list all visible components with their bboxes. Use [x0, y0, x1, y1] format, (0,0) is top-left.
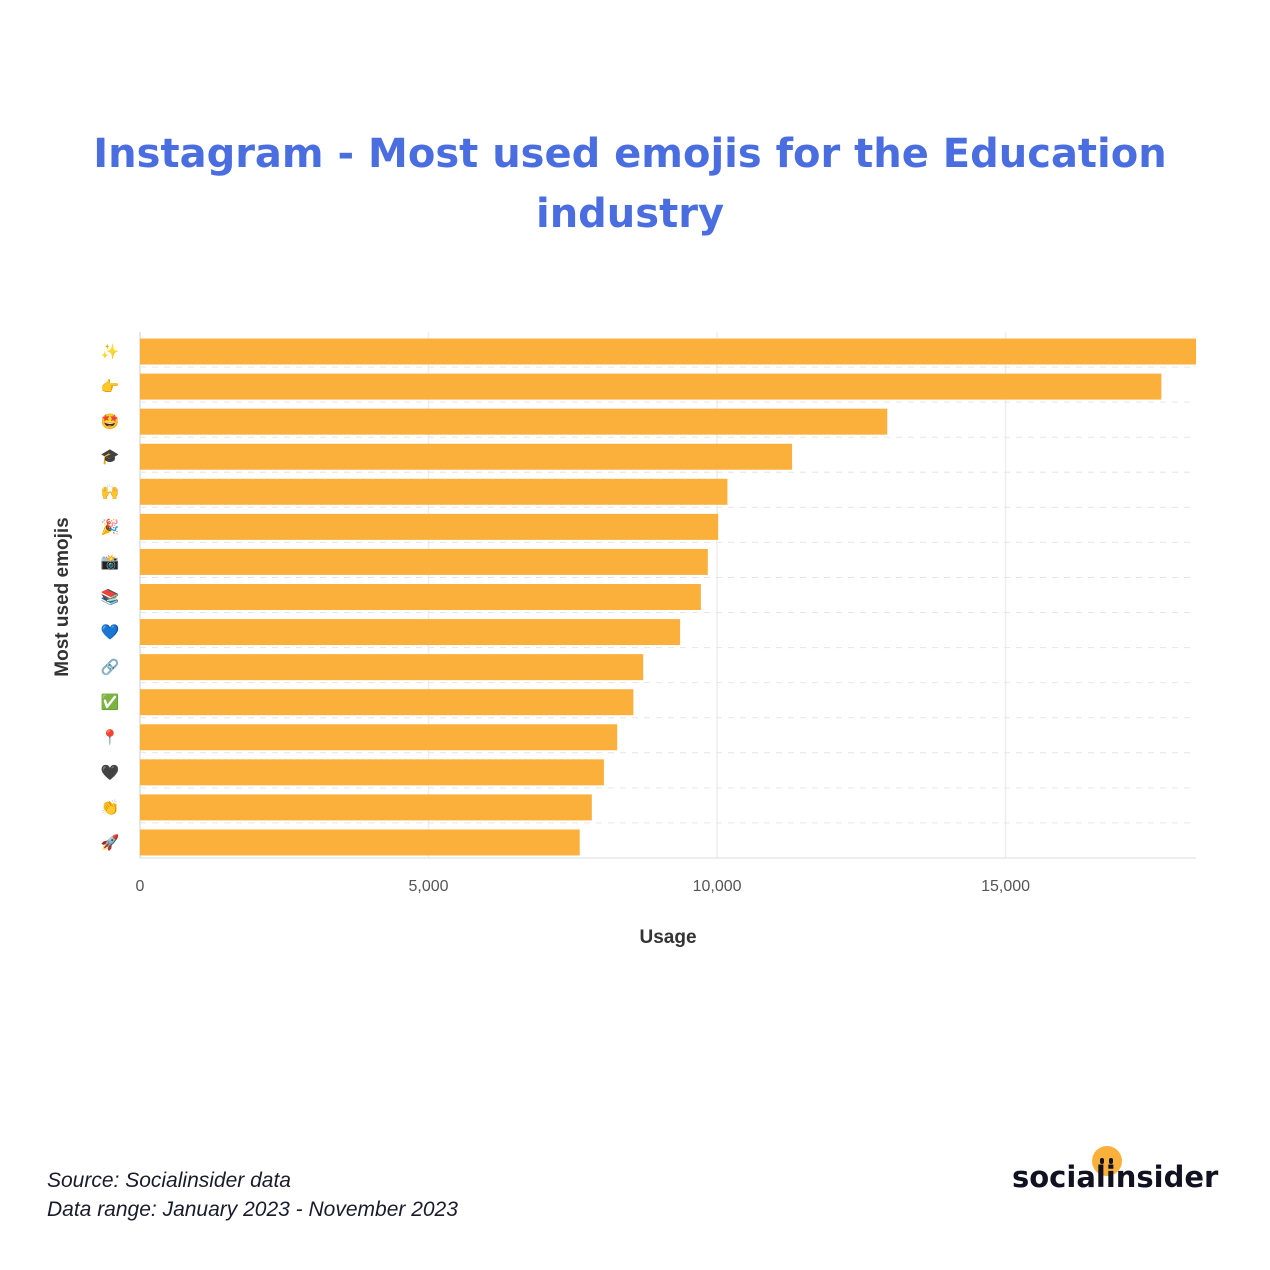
bar [140, 619, 681, 646]
bar-chart: ✨ 👉 🤩 🎓 🙌 🎉 📸 📚 💙 🔗 ✅ 📍 🖤 👏 🚀 0 5,000 10,000 15,000 Usage… [52, 332, 1196, 948]
y-tick-label: 📸 [101, 553, 120, 571]
x-tick-label: 0 [136, 878, 145, 895]
bar [140, 689, 634, 716]
socialinsider-logo: socialinsider [1012, 1146, 1222, 1196]
x-tick-label: 5,000 [409, 878, 449, 895]
logo-text: socialinsider [1012, 1160, 1219, 1194]
y-tick-label: 🙌 [101, 483, 120, 501]
source-text: Source: Socialinsider data [47, 1169, 291, 1192]
y-tick-label: 🎉 [101, 518, 120, 536]
logo-face-icon [1092, 1146, 1122, 1176]
x-axis-tick-labels: 0 5,000 10,000 15,000 [136, 878, 1031, 895]
y-tick-label: 🖤 [101, 763, 120, 781]
y-tick-label: 🔗 [101, 657, 120, 676]
bar [140, 338, 1196, 365]
y-tick-label: 📍 [101, 728, 120, 746]
y-tick-label: 💙 [101, 623, 120, 641]
bar [140, 794, 592, 821]
bar [140, 724, 618, 751]
y-tick-label: 🚀 [101, 833, 120, 851]
y-tick-label: 👉 [101, 378, 120, 396]
grid-lines [139, 332, 1196, 859]
y-tick-label: ✅ [101, 693, 120, 711]
bar [140, 759, 604, 786]
y-tick-label: 🎓 [101, 448, 120, 466]
bar [140, 478, 728, 505]
y-axis-title: Most used emojis [52, 517, 73, 676]
bar [140, 584, 701, 610]
x-tick-label: 10,000 [693, 878, 742, 895]
bar [140, 548, 708, 575]
page-title: Instagram - Most used emojis for the Edu… [93, 131, 1167, 237]
y-tick-label: 🤩 [101, 413, 120, 431]
bar [140, 373, 1162, 400]
y-axis-tick-labels: ✨ 👉 🤩 🎓 🙌 🎉 📸 📚 💙 🔗 ✅ 📍 🖤 👏 🚀 [101, 343, 120, 852]
y-tick-label: 👏 [101, 798, 120, 816]
bar [140, 443, 793, 470]
bars [140, 338, 1196, 856]
bar [140, 513, 719, 540]
bar [140, 829, 580, 856]
source-note: Source: Socialinsider data Data range: J… [47, 1166, 458, 1224]
bar [140, 654, 644, 681]
bar [140, 408, 888, 435]
x-tick-label: 15,000 [981, 878, 1030, 895]
y-tick-label: 📚 [101, 588, 120, 606]
y-tick-label: ✨ [101, 343, 120, 361]
data-range-text: Data range: January 2023 - November 2023 [47, 1198, 458, 1221]
x-axis-title: Usage [639, 927, 696, 948]
